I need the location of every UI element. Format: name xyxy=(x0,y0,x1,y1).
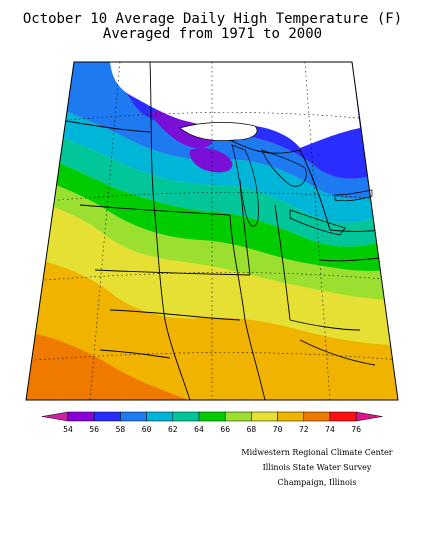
legend-tick-label: 66 xyxy=(220,425,230,434)
legend-swatch xyxy=(93,411,121,422)
canada-land xyxy=(74,62,360,148)
legend-tick-label: 68 xyxy=(247,425,257,434)
legend-swatch xyxy=(120,411,147,422)
legend-tick-label: 70 xyxy=(273,425,283,434)
credit-location: Champaign, Illinois xyxy=(277,478,357,487)
band-70-72 xyxy=(26,255,398,400)
legend-swatch xyxy=(67,411,95,422)
lake-superior xyxy=(180,122,258,141)
map-title: October 10 Average Daily High Temperatur… xyxy=(22,11,403,27)
band-64-66 xyxy=(26,150,398,271)
legend-swatch xyxy=(198,411,226,422)
legend-swatch xyxy=(224,411,252,422)
map-subtitle: Averaged from 1971 to 2000 xyxy=(102,26,323,42)
legend-tick-label: 56 xyxy=(89,425,99,434)
band-60-62 xyxy=(26,95,398,223)
legend-tick-label: 74 xyxy=(325,425,335,434)
state-borders xyxy=(59,62,381,400)
legend-swatches xyxy=(41,411,383,422)
legend-tick-label: 64 xyxy=(194,425,204,434)
legend-swatch xyxy=(329,411,357,422)
legend-swatch xyxy=(146,411,174,422)
temperature-bands xyxy=(26,62,398,400)
band-58-60 xyxy=(26,62,398,199)
legend-tick-label: 76 xyxy=(351,425,361,434)
band-68-70 xyxy=(26,195,398,345)
legend-tick-label: 54 xyxy=(63,425,73,434)
credit-center: Midwestern Regional Climate Center xyxy=(241,448,393,457)
legend-swatch xyxy=(251,411,278,422)
legend-tick-label: 60 xyxy=(142,425,152,434)
legend-swatch xyxy=(277,411,305,422)
graticule xyxy=(34,62,398,400)
legend-swatch xyxy=(303,411,331,422)
legend-arrow-low xyxy=(41,411,69,422)
lake-outlines xyxy=(179,122,373,236)
band-62-64 xyxy=(26,125,398,247)
credit-survey: Illinois State Water Survey xyxy=(262,463,372,472)
band-66-68 xyxy=(26,170,398,300)
legend-tick-label: 72 xyxy=(299,425,309,434)
legend-labels: 54 56 58 60 62 64 66 68 70 72 74 76 xyxy=(63,425,361,434)
legend-tick-label: 58 xyxy=(116,425,126,434)
legend-arrow-high xyxy=(355,411,383,422)
legend-tick-label: 62 xyxy=(168,425,178,434)
band-54-56-b xyxy=(189,148,233,173)
legend-swatch xyxy=(172,411,200,422)
map-frame xyxy=(25,61,399,401)
